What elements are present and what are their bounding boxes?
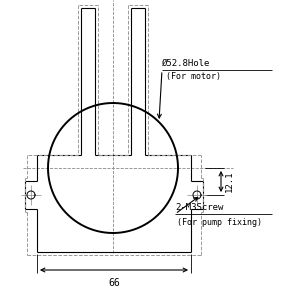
Text: 2-M3Screw: 2-M3Screw <box>175 203 223 212</box>
Text: (For motor): (For motor) <box>166 72 221 81</box>
Text: 66: 66 <box>108 278 120 288</box>
Text: Ø52.8Hole: Ø52.8Hole <box>162 59 210 68</box>
Text: (For pump fixing): (For pump fixing) <box>177 218 262 227</box>
Text: 12.1: 12.1 <box>225 171 234 192</box>
